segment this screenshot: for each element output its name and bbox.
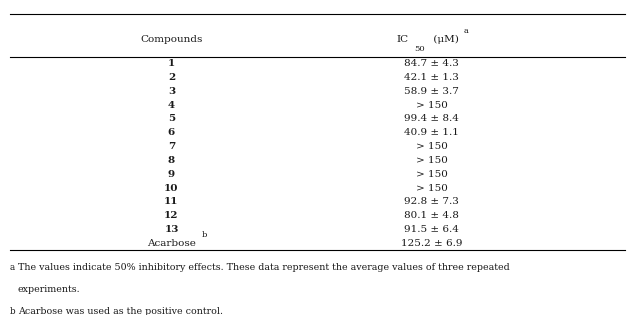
Text: 80.1 ± 4.8: 80.1 ± 4.8: [404, 211, 459, 220]
Text: 10: 10: [164, 184, 178, 193]
Text: 99.4 ± 8.4: 99.4 ± 8.4: [404, 114, 459, 123]
Text: IC: IC: [397, 35, 409, 44]
Text: 11: 11: [164, 198, 178, 207]
Text: The values indicate 50% inhibitory effects. These data represent the average val: The values indicate 50% inhibitory effec…: [18, 263, 509, 272]
Text: 12: 12: [164, 211, 178, 220]
Text: 84.7 ± 4.3: 84.7 ± 4.3: [404, 59, 459, 68]
Text: 5: 5: [168, 114, 175, 123]
Text: 8: 8: [168, 156, 175, 165]
Text: 50: 50: [414, 45, 425, 53]
Text: 91.5 ± 6.4: 91.5 ± 6.4: [404, 225, 459, 234]
Text: 58.9 ± 3.7: 58.9 ± 3.7: [404, 87, 459, 96]
Text: > 150: > 150: [416, 156, 448, 165]
Text: 92.8 ± 7.3: 92.8 ± 7.3: [404, 198, 459, 207]
Text: b: b: [10, 307, 15, 315]
Text: Acarbose: Acarbose: [147, 239, 196, 248]
Text: 42.1 ± 1.3: 42.1 ± 1.3: [404, 73, 459, 82]
Text: 40.9 ± 1.1: 40.9 ± 1.1: [404, 128, 459, 137]
Text: a: a: [464, 26, 469, 35]
Text: 125.2 ± 6.9: 125.2 ± 6.9: [401, 239, 462, 248]
Text: 3: 3: [168, 87, 175, 96]
Text: > 150: > 150: [416, 142, 448, 151]
Text: 1: 1: [168, 59, 175, 68]
Text: > 150: > 150: [416, 184, 448, 193]
Text: experiments.: experiments.: [18, 285, 81, 294]
Text: 7: 7: [168, 142, 175, 151]
Text: 2: 2: [168, 73, 175, 82]
Text: 4: 4: [168, 100, 175, 110]
Text: 6: 6: [168, 128, 175, 137]
Text: 13: 13: [164, 225, 178, 234]
Text: (μM): (μM): [430, 35, 458, 44]
Text: a: a: [10, 263, 15, 272]
Text: > 150: > 150: [416, 170, 448, 179]
Text: Compounds: Compounds: [140, 35, 203, 44]
Text: 9: 9: [168, 170, 175, 179]
Text: Acarbose was used as the positive control.: Acarbose was used as the positive contro…: [18, 307, 223, 315]
Text: b: b: [202, 231, 207, 239]
Text: > 150: > 150: [416, 100, 448, 110]
